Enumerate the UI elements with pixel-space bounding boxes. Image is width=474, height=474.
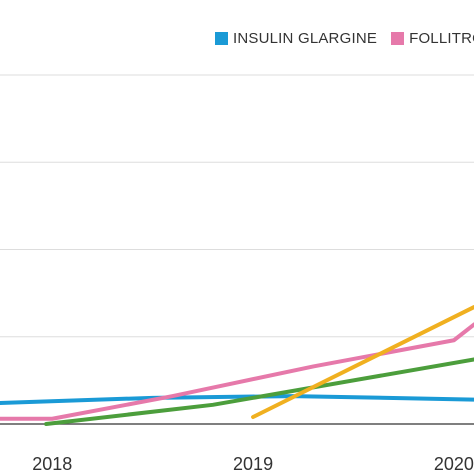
- x-tick-label-2018: 2018: [32, 454, 72, 474]
- series-line-insulin-glargine: [0, 394, 474, 406]
- x-tick-label-2019: 2019: [233, 454, 273, 474]
- x-tick-label-2020: 2020: [434, 454, 474, 474]
- legend-label-follitro: FOLLITRO: [409, 30, 474, 47]
- legend-item-follitro: FOLLITRO: [391, 30, 474, 47]
- series-line-unnamed-2: [44, 357, 474, 426]
- series-line-follitro: [0, 322, 474, 421]
- legend-swatch-follitro: [391, 32, 405, 45]
- series-line-unnamed-3: [251, 305, 474, 420]
- chart-legend: INSULIN GLARGINE FOLLITRO: [215, 30, 474, 47]
- legend-item-insulin-glargine: INSULIN GLARGINE: [215, 30, 377, 47]
- legend-swatch-insulin-glargine: [215, 32, 228, 45]
- legend-label-insulin-glargine: INSULIN GLARGINE: [233, 30, 378, 47]
